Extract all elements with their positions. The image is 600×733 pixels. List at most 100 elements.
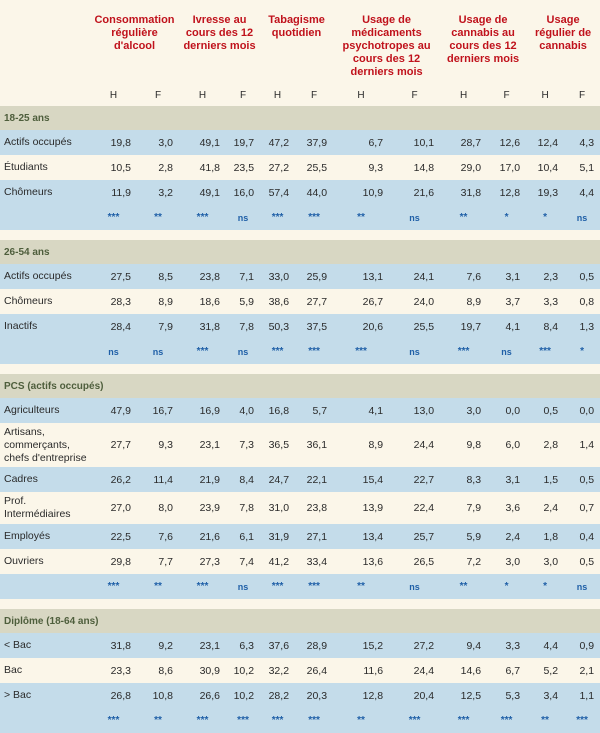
table-cell: 36,1: [295, 423, 334, 467]
table-cell: 7,7: [137, 549, 180, 574]
table-cell: 26,6: [179, 683, 227, 708]
row-label: Inactifs: [0, 314, 90, 339]
table-cell: 3,4: [526, 683, 565, 708]
table-cell: 31,8: [440, 180, 488, 205]
table-cell: 0,7: [564, 492, 600, 524]
table-cell: 27,2: [389, 633, 441, 658]
table-cell: 8,9: [137, 289, 180, 314]
significance-cell: ***: [179, 574, 227, 599]
table-cell: 3,7: [487, 289, 527, 314]
table-cell: 5,9: [226, 289, 261, 314]
significance-cell: **: [333, 574, 390, 599]
table-cell: 9,4: [440, 633, 488, 658]
significance-cell: ***: [564, 708, 600, 733]
significance-cell: **: [137, 708, 180, 733]
significance-cell: *: [526, 574, 565, 599]
significance-cell: **: [333, 708, 390, 733]
table-cell: 27,7: [295, 289, 334, 314]
significance-cell: ***: [260, 574, 296, 599]
sex-header-cell: F: [487, 84, 527, 106]
row-label: Actifs occupés: [0, 130, 90, 155]
section-header: PCS (actifs occupés): [0, 374, 600, 398]
table-cell: 57,4: [260, 180, 296, 205]
sex-header-corner: [0, 84, 90, 106]
table-cell: 8,4: [226, 467, 261, 492]
significance-cell: **: [440, 574, 488, 599]
table-row: Chômeurs 28,3 8,9 18,6 5,9 38,6 27,7 26,7 24,0 8,…: [0, 289, 600, 314]
significance-corner: [0, 339, 90, 364]
table-cell: 6,3: [226, 633, 261, 658]
table-cell: 8,9: [440, 289, 488, 314]
table-cell: 27,5: [90, 264, 137, 289]
table-cell: 28,3: [90, 289, 137, 314]
table-cell: 25,9: [295, 264, 334, 289]
table-cell: 41,2: [260, 549, 296, 574]
row-label: Ouvriers: [0, 549, 90, 574]
table-cell: 19,3: [526, 180, 565, 205]
row-label: Employés: [0, 524, 90, 549]
significance-cell: *: [526, 205, 565, 230]
table-cell: 2,8: [526, 423, 565, 467]
table-cell: 10,4: [526, 155, 565, 180]
sex-header-cell: H: [526, 84, 565, 106]
table-cell: 24,7: [260, 467, 296, 492]
row-label: Cadres: [0, 467, 90, 492]
section-title: PCS (actifs occupés): [0, 374, 600, 398]
table-cell: 13,1: [333, 264, 390, 289]
table-cell: 9,2: [137, 633, 180, 658]
significance-cell: ***: [260, 339, 296, 364]
significance-cell: ***: [90, 205, 137, 230]
table-cell: 6,7: [487, 658, 527, 683]
table-cell: 33,0: [260, 264, 296, 289]
table-row: Chômeurs 11,9 3,2 49,1 16,0 57,4 44,0 10,9 21,6 3…: [0, 180, 600, 205]
table-row: Actifs occupés 19,8 3,0 49,1 19,7 47,2 37,9 6,7…: [0, 130, 600, 155]
significance-row: ns ns *** ns *** *** *** ns *** ns *** *: [0, 339, 600, 364]
table-cell: 47,2: [260, 130, 296, 155]
table-cell: 11,6: [333, 658, 390, 683]
section-gap: [0, 599, 600, 609]
table-cell: 26,7: [333, 289, 390, 314]
row-label: Actifs occupés: [0, 264, 90, 289]
table-cell: 0,5: [564, 467, 600, 492]
significance-cell: *: [487, 574, 527, 599]
table-cell: 31,9: [260, 524, 296, 549]
table-cell: 2,8: [137, 155, 180, 180]
section-gap: [0, 364, 600, 374]
table-cell: 0,5: [564, 264, 600, 289]
significance-cell: ***: [179, 339, 227, 364]
table-cell: 23,1: [179, 633, 227, 658]
table-cell: 24,4: [389, 658, 441, 683]
table-cell: 25,5: [295, 155, 334, 180]
significance-cell: ***: [179, 205, 227, 230]
table-cell: 36,5: [260, 423, 296, 467]
section-header: 18-25 ans: [0, 106, 600, 130]
table-cell: 7,6: [440, 264, 488, 289]
section-gap: [0, 230, 600, 240]
sex-header-cell: H: [260, 84, 296, 106]
table-cell: 3,1: [487, 467, 527, 492]
table-cell: 17,0: [487, 155, 527, 180]
table-cell: 7,1: [226, 264, 261, 289]
table-cell: 4,4: [564, 180, 600, 205]
significance-cell: ns: [226, 574, 261, 599]
table-cell: 23,8: [295, 492, 334, 524]
table-cell: 2,4: [487, 524, 527, 549]
table-cell: 3,0: [137, 130, 180, 155]
sex-header-cell: H: [440, 84, 488, 106]
table-row: Ouvriers 29,8 7,7 27,3 7,4 41,2 33,4 13,6 26,5 7,…: [0, 549, 600, 574]
table-cell: 30,9: [179, 658, 227, 683]
section-header: 26-54 ans: [0, 240, 600, 264]
header-alcool: Consommation régulière d'alcool: [90, 0, 180, 84]
table-cell: 27,2: [260, 155, 296, 180]
significance-cell: ***: [389, 708, 441, 733]
significance-cell: ns: [137, 339, 180, 364]
table-cell: 19,7: [226, 130, 261, 155]
table-cell: 16,7: [137, 398, 180, 423]
table-cell: 5,1: [564, 155, 600, 180]
header-corner: [0, 0, 90, 84]
significance-corner: [0, 574, 90, 599]
table-cell: 7,9: [137, 314, 180, 339]
table-cell: 15,4: [333, 467, 390, 492]
significance-cell: **: [440, 205, 488, 230]
